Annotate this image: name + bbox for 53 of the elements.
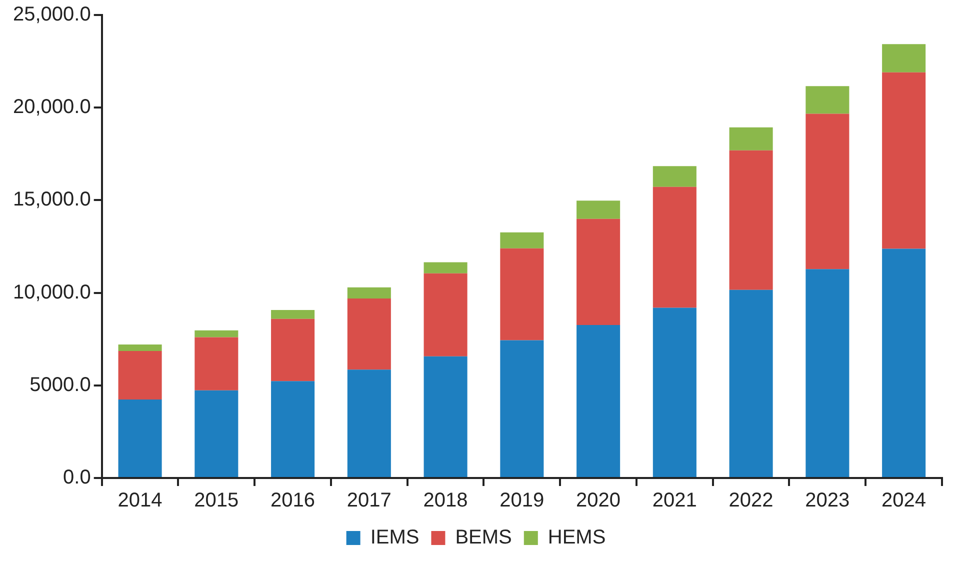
- bar: [194, 330, 238, 338]
- bar: [729, 127, 773, 150]
- legend-label: BEMS: [455, 526, 512, 549]
- x-tick-label: 2020: [576, 490, 621, 512]
- bar: [882, 72, 926, 249]
- bar: [806, 269, 850, 477]
- x-tick-label: 2015: [194, 490, 239, 512]
- bar: [271, 381, 315, 477]
- legend-label: IEMS: [370, 526, 420, 549]
- bar: [729, 150, 773, 290]
- bar: [347, 370, 391, 477]
- bar: [500, 248, 544, 340]
- y-tick-label: 25,000.0: [12, 4, 91, 26]
- bar: [271, 310, 315, 319]
- x-tick-label: 2024: [882, 490, 926, 512]
- y-tick-label: 0.0: [63, 466, 91, 489]
- bar: [576, 218, 620, 326]
- x-tick-label: 2022: [728, 490, 774, 512]
- bar: [882, 248, 926, 477]
- bar: [194, 337, 238, 390]
- bar: [194, 390, 238, 477]
- x-tick-label: 2016: [270, 490, 316, 512]
- bar: [652, 308, 696, 477]
- bar: [118, 350, 162, 400]
- bar: [500, 232, 544, 248]
- bar: [806, 86, 850, 114]
- bar: [347, 287, 391, 299]
- x-tick-label: 2018: [423, 490, 468, 512]
- x-tick-label: 2017: [346, 490, 392, 512]
- bar: [882, 44, 926, 72]
- y-tick-label: 15,000.0: [12, 188, 91, 211]
- bar: [652, 166, 696, 187]
- bar: [576, 325, 620, 477]
- bar: [652, 186, 696, 308]
- x-tick-label: 2021: [652, 490, 697, 512]
- bar: [424, 273, 468, 356]
- bar: [118, 399, 162, 477]
- y-tick-label: 5000.0: [30, 374, 91, 396]
- bar: [424, 262, 468, 274]
- bar: [576, 200, 620, 219]
- x-tick-label: 2023: [805, 490, 850, 512]
- bar: [500, 340, 544, 477]
- bar: [347, 298, 391, 370]
- bar: [729, 290, 773, 477]
- x-tick-label: 2014: [118, 490, 162, 512]
- y-tick-label: 10,000.0: [12, 281, 91, 304]
- bar: [424, 356, 468, 477]
- x-tick-label: 2019: [500, 490, 544, 512]
- bar: [118, 344, 162, 351]
- legend-label: HEMS: [548, 526, 606, 549]
- bar: [806, 114, 850, 270]
- bar: [271, 318, 315, 382]
- y-tick-label: 20,000.0: [12, 96, 91, 118]
